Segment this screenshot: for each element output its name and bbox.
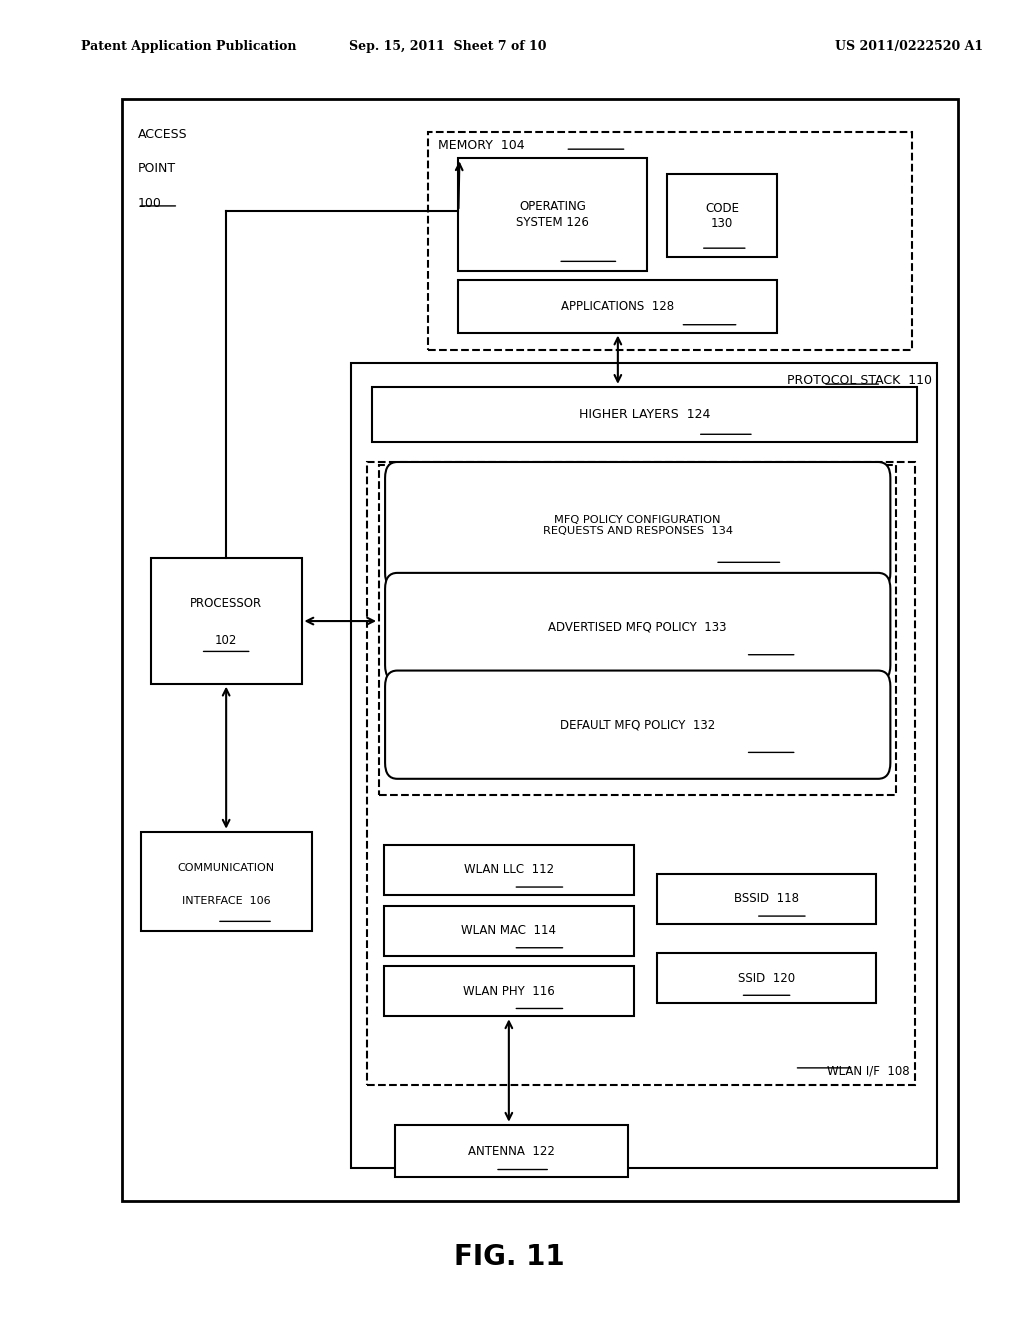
Text: OPERATING
SYSTEM 126: OPERATING SYSTEM 126 <box>516 201 589 228</box>
Text: CODE
130: CODE 130 <box>706 202 739 230</box>
Bar <box>151 558 301 684</box>
Text: MEMORY  104: MEMORY 104 <box>438 139 524 152</box>
Text: US 2011/0222520 A1: US 2011/0222520 A1 <box>836 40 983 53</box>
Bar <box>384 906 634 956</box>
Text: 100: 100 <box>137 197 162 210</box>
Bar <box>351 363 937 1168</box>
Text: ANTENNA  122: ANTENNA 122 <box>468 1144 555 1158</box>
Bar <box>122 99 957 1201</box>
Bar <box>372 387 916 442</box>
Text: PROCESSOR: PROCESSOR <box>190 598 262 610</box>
Text: DEFAULT MFQ POLICY  132: DEFAULT MFQ POLICY 132 <box>560 718 716 731</box>
Text: Sep. 15, 2011  Sheet 7 of 10: Sep. 15, 2011 Sheet 7 of 10 <box>349 40 547 53</box>
Text: 102: 102 <box>215 635 238 647</box>
Text: WLAN LLC  112: WLAN LLC 112 <box>464 863 554 876</box>
Text: COMMUNICATION: COMMUNICATION <box>177 863 274 873</box>
Text: BSSID  118: BSSID 118 <box>734 892 799 906</box>
Text: ACCESS: ACCESS <box>137 128 187 141</box>
FancyBboxPatch shape <box>385 462 890 589</box>
Bar <box>668 174 777 257</box>
Bar <box>379 465 896 795</box>
Text: MFQ POLICY CONFIGURATION
REQUESTS AND RESPONSES  134: MFQ POLICY CONFIGURATION REQUESTS AND RE… <box>543 515 733 536</box>
Bar <box>657 953 877 1003</box>
Bar <box>384 845 634 895</box>
Text: HIGHER LAYERS  124: HIGHER LAYERS 124 <box>579 408 710 421</box>
Bar <box>395 1125 628 1177</box>
Text: APPLICATIONS  128: APPLICATIONS 128 <box>561 300 675 313</box>
Text: ADVERTISED MFQ POLICY  133: ADVERTISED MFQ POLICY 133 <box>549 620 727 634</box>
Bar <box>384 966 634 1016</box>
Text: PROTOCOL STACK  110: PROTOCOL STACK 110 <box>787 374 932 387</box>
Text: WLAN PHY  116: WLAN PHY 116 <box>463 985 555 998</box>
Text: SSID  120: SSID 120 <box>738 972 796 985</box>
Bar <box>428 132 911 350</box>
FancyBboxPatch shape <box>385 671 890 779</box>
Text: FIG. 11: FIG. 11 <box>454 1242 564 1271</box>
Bar <box>140 832 311 931</box>
FancyBboxPatch shape <box>385 573 890 681</box>
Text: WLAN I/F  108: WLAN I/F 108 <box>827 1064 909 1077</box>
Text: POINT: POINT <box>137 162 176 176</box>
Text: Patent Application Publication: Patent Application Publication <box>82 40 297 53</box>
Bar <box>459 280 777 333</box>
Text: INTERFACE  106: INTERFACE 106 <box>182 896 270 906</box>
Bar <box>367 462 914 1085</box>
Text: WLAN MAC  114: WLAN MAC 114 <box>462 924 556 937</box>
Bar <box>459 158 647 271</box>
Bar <box>657 874 877 924</box>
